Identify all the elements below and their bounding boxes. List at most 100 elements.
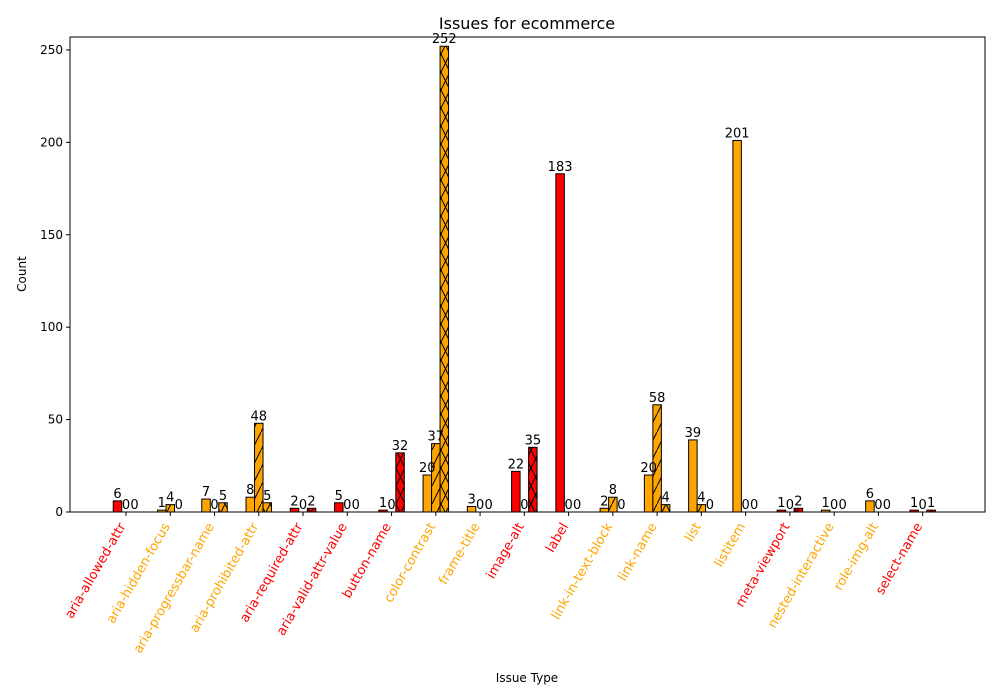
y-tick-label: 250: [40, 43, 63, 57]
x-tick-label: select-name: [873, 521, 926, 598]
bar-value-label: 0: [830, 498, 838, 513]
bar: [245, 496, 256, 513]
bar: [732, 140, 742, 513]
bar-value-label: 0: [874, 498, 882, 513]
bar: [422, 474, 433, 513]
bar-hatch: [395, 452, 405, 512]
bar-value-label: 0: [750, 498, 758, 513]
bar: [555, 173, 565, 513]
bar-value-label: 35: [525, 433, 542, 448]
x-axis: aria-allowed-attraria-hidden-focusaria-p…: [63, 512, 926, 656]
bar-value-label: 1: [379, 496, 387, 511]
chart-title: Issues for ecommerce: [439, 14, 615, 33]
bar-fill: [865, 500, 875, 513]
bar-value-label: 1: [927, 496, 935, 511]
bar-hatch: [254, 423, 264, 512]
y-tick-label: 200: [40, 135, 63, 149]
bar-value-label: 20: [419, 461, 436, 476]
bar-value-label: 0: [741, 498, 749, 513]
bar-value-label: 5: [219, 489, 227, 504]
bar-value-label: 1: [910, 496, 918, 511]
x-tick-label: image-alt: [484, 521, 528, 582]
bar: [334, 502, 344, 513]
bar-value-label: 1: [158, 496, 166, 511]
bar-value-label: 3: [467, 492, 475, 507]
bar-value-label: 1: [777, 496, 785, 511]
bar-hatch: [652, 404, 662, 512]
bar: [254, 422, 264, 513]
y-tick-label: 150: [40, 228, 63, 242]
bar-value-label: 5: [263, 489, 271, 504]
bar-value-label: 0: [476, 498, 484, 513]
bar-value-label: 201: [725, 127, 750, 142]
bar-fill: [201, 498, 211, 513]
bar-hatch: [926, 510, 936, 512]
bar-fill: [643, 474, 654, 513]
bar-value-label: 252: [432, 32, 457, 47]
bar-fill: [334, 502, 344, 513]
bar: [696, 504, 707, 513]
bar-value-label: 0: [564, 498, 572, 513]
x-tick-label: frame-title: [436, 520, 483, 587]
bar-value-label: 6: [866, 487, 874, 502]
bar-hatch: [661, 504, 670, 512]
bar-value-label: 39: [685, 426, 702, 441]
bar-value-label: 0: [343, 498, 351, 513]
bar-fill: [511, 470, 521, 513]
bar-value-label: 0: [122, 498, 130, 513]
bar-value-label: 2: [794, 494, 802, 509]
bars: [112, 45, 936, 513]
bar-hatch: [528, 447, 538, 512]
bar-value-label: 2: [600, 494, 608, 509]
bar: [528, 446, 538, 513]
bar-fill: [112, 500, 123, 513]
bar-value-label: 183: [548, 160, 573, 175]
bar-value-label: 6: [113, 487, 121, 502]
bar: [688, 439, 698, 513]
bar-fill: [688, 439, 698, 513]
bar-value-label: 48: [251, 409, 268, 424]
bar-hatch: [431, 443, 441, 512]
bar-hatch: [218, 502, 228, 512]
plot-frame: [69, 36, 986, 513]
bar-value-label: 0: [352, 498, 360, 513]
bar-fill: [245, 496, 256, 513]
bar: [262, 502, 273, 513]
bar-value-label: 0: [484, 498, 492, 513]
bar-value-label: 0: [706, 498, 714, 513]
bar-value-label: 0: [387, 498, 395, 513]
bar-hatch: [263, 502, 272, 512]
bar: [865, 500, 875, 513]
bar-value-label: 4: [661, 491, 669, 506]
bar: [165, 504, 176, 513]
bar-value-label: 37: [428, 430, 445, 445]
bar-value-label: 5: [335, 489, 343, 504]
y-tick-label: 0: [55, 505, 63, 519]
bar-value-label: 0: [210, 498, 218, 513]
bar-value-label: 0: [883, 498, 891, 513]
bar-fill: [555, 173, 565, 513]
bar-value-label: 0: [573, 498, 581, 513]
x-tick-label: list: [682, 521, 705, 545]
bar-value-label: 4: [166, 491, 174, 506]
bar-value-label: 7: [202, 485, 210, 500]
bar-value-label: 8: [609, 483, 617, 498]
bar-value-label: 8: [246, 483, 254, 498]
bar-hatch: [697, 504, 706, 512]
bar: [643, 474, 654, 513]
y-axis-label: Count: [15, 256, 29, 292]
bar-value-label: 20: [640, 461, 657, 476]
bar-hatch: [307, 508, 316, 512]
bar: [608, 496, 618, 513]
x-tick-label: role-img-alt: [831, 521, 882, 594]
bar: [218, 502, 228, 513]
x-tick-label: label: [543, 521, 572, 556]
bar-value-label: 0: [130, 498, 138, 513]
x-tick-label: listitem: [712, 521, 749, 570]
bar-value-label: 0: [617, 498, 625, 513]
bar-hatch: [166, 504, 175, 512]
bar-value-label: 0: [919, 498, 927, 513]
bar: [112, 500, 123, 513]
